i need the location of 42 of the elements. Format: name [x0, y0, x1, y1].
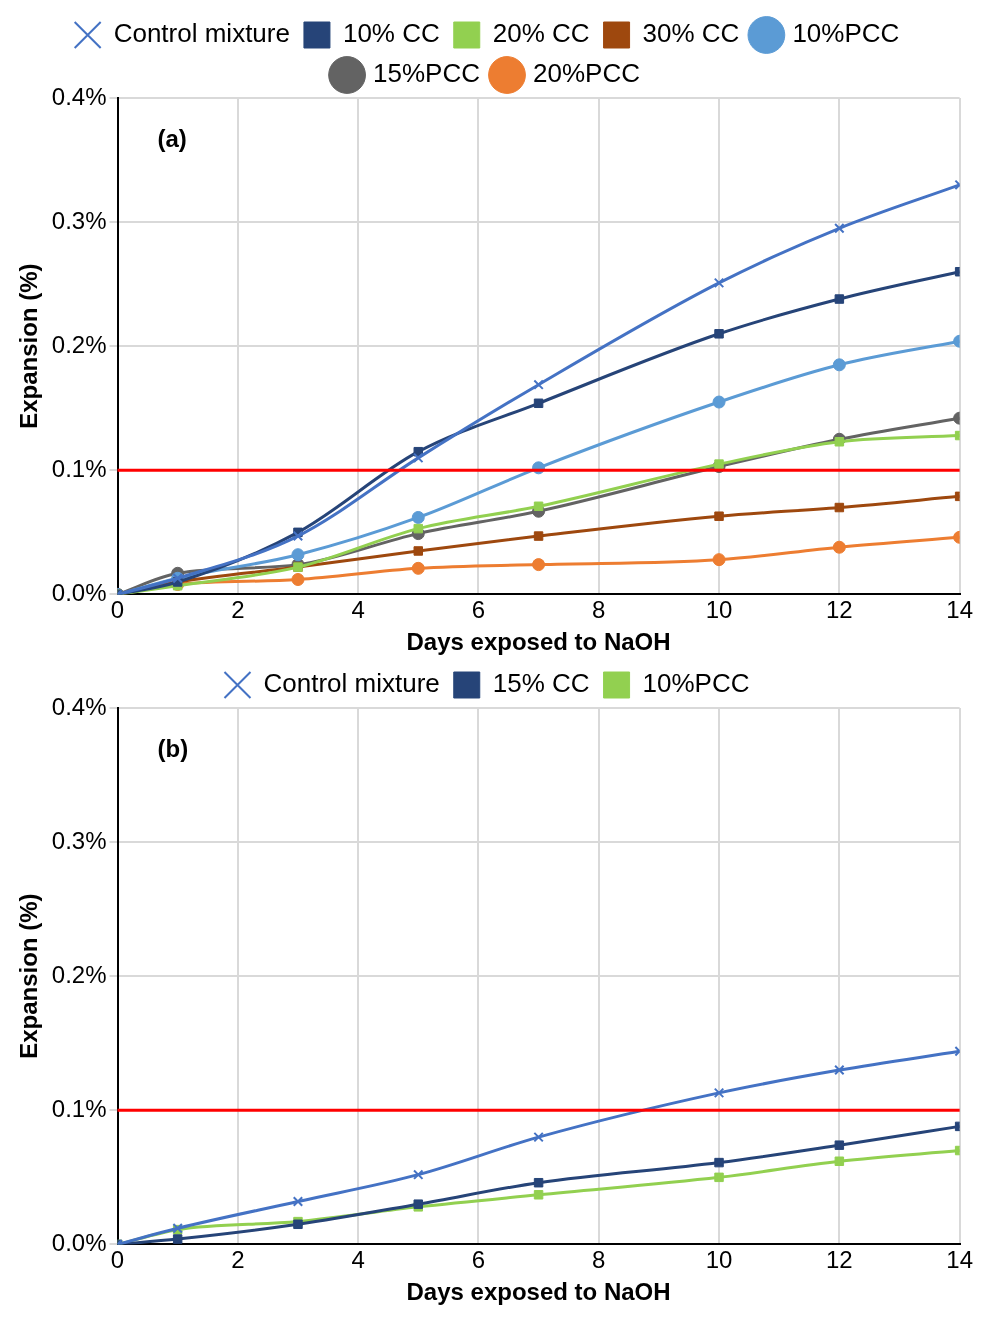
annotation: (b) — [157, 734, 189, 762]
y-axis-title: Expansion (%) — [15, 263, 43, 429]
x-tick-label: 12 — [825, 1246, 853, 1274]
legend-label: 10% CC — [342, 18, 440, 49]
x-tick-label: 12 — [825, 596, 853, 624]
x-tick-label: 10 — [705, 1246, 733, 1274]
x-tick-label: 14 — [946, 1246, 973, 1274]
y-tick-label: 0.1% — [51, 454, 107, 482]
x-tick-label: 6 — [471, 1246, 486, 1274]
legend-label: 30% CC — [642, 18, 740, 49]
x-tick-label: 0 — [110, 1246, 125, 1274]
y-tick-label: 0.2% — [51, 960, 107, 988]
x-tick-label: 8 — [592, 596, 606, 624]
x-tick-label: 0 — [110, 596, 125, 624]
x-tick-label: 4 — [351, 596, 365, 624]
y-tick-label: 0.0% — [51, 1229, 107, 1257]
y-tick-label: 0.1% — [51, 1094, 107, 1122]
y-tick-label: 0.4% — [51, 82, 107, 110]
x-axis-title: Days exposed to NaOH — [406, 628, 671, 656]
x-tick-label: 6 — [471, 596, 486, 624]
legend-label: 15% CC — [492, 668, 590, 699]
y-tick-label: 0.3% — [51, 826, 107, 854]
x-tick-label: 10 — [705, 596, 733, 624]
legend-label: 15%PCC — [373, 58, 480, 89]
x-tick-label: 2 — [231, 1246, 245, 1274]
x-tick-label: 8 — [592, 1246, 606, 1274]
legend-label: 10%PCC — [642, 668, 750, 699]
y-tick-label: 0.4% — [51, 692, 107, 720]
annotation: (a) — [157, 124, 187, 152]
x-tick-label: 4 — [351, 1246, 365, 1274]
x-tick-label: 2 — [231, 596, 245, 624]
legend-label: 10%PCC — [792, 18, 900, 49]
legend-label: 20% CC — [492, 18, 590, 49]
legend-label: Control mixture — [263, 668, 440, 699]
legend-label: 20%PCC — [533, 58, 640, 89]
y-tick-label: 0.3% — [51, 206, 107, 234]
y-tick-label: 0.2% — [51, 330, 107, 358]
y-axis-title: Expansion (%) — [15, 893, 43, 1059]
x-axis-title: Days exposed to NaOH — [406, 1278, 671, 1306]
y-tick-label: 0.0% — [51, 579, 107, 607]
x-tick-label: 14 — [946, 596, 973, 624]
legend-label: Control mixture — [113, 18, 290, 49]
